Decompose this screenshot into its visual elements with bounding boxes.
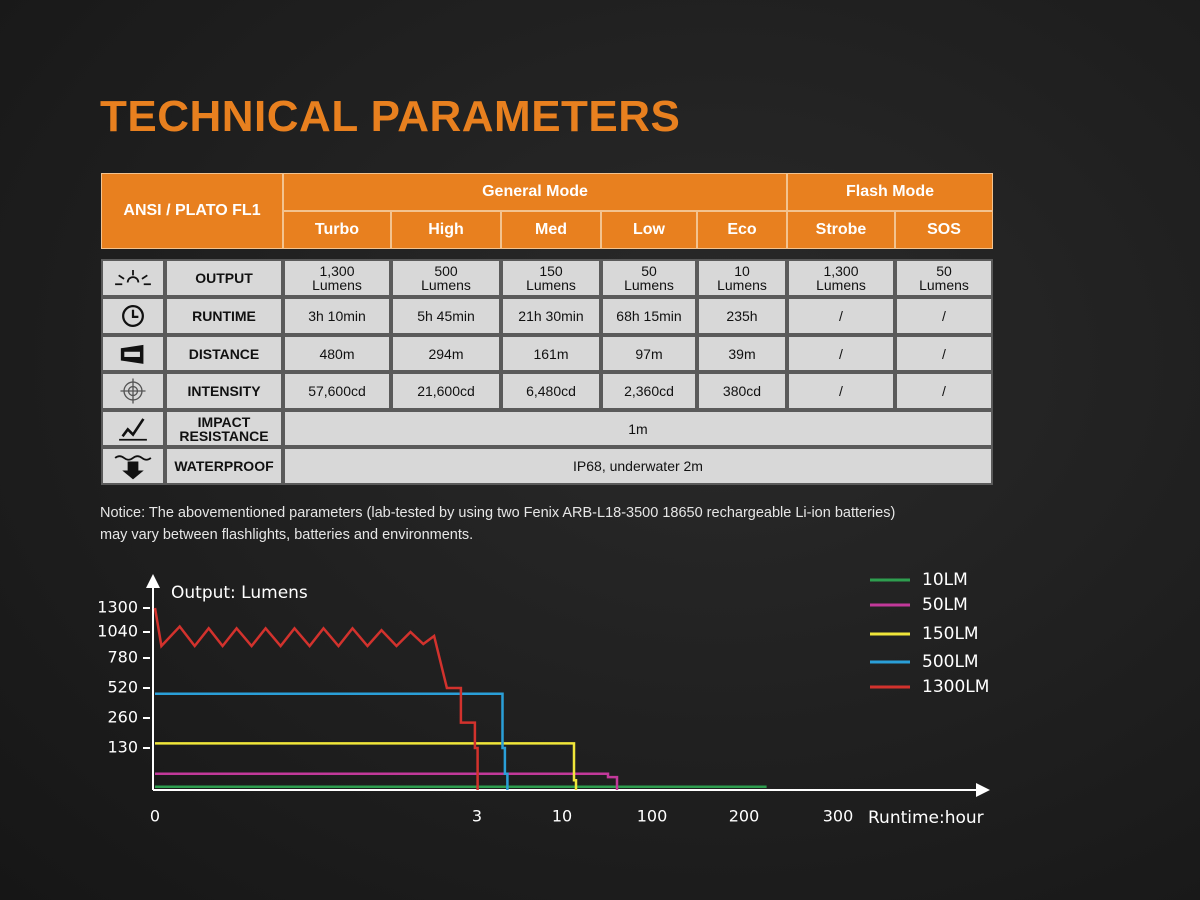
y-tick-label: 780 xyxy=(107,648,138,667)
x-tick-label: 0 xyxy=(150,807,160,826)
legend-label: 50LM xyxy=(922,595,968,615)
table-cell: 10 Lumens xyxy=(697,259,787,297)
table-cell: 21h 30min xyxy=(501,297,601,335)
mode-header: Med xyxy=(501,211,601,249)
row-icon xyxy=(101,259,165,297)
row-label: OUTPUT xyxy=(165,259,283,297)
x-tick-label: 300 xyxy=(823,807,854,826)
legend-label: 1300LM xyxy=(922,677,989,697)
table-cell: 235h xyxy=(697,297,787,335)
icon xyxy=(114,455,152,480)
table-cell: 380cd xyxy=(697,372,787,410)
y-tick-label: 520 xyxy=(107,678,138,697)
corner-header: ANSI / PLATO FL1 xyxy=(101,173,283,249)
table-cell: 5h 45min xyxy=(391,297,501,335)
table-cell: 1m xyxy=(283,410,993,447)
group-header: General Mode xyxy=(283,173,787,211)
series-line xyxy=(155,742,578,790)
table-cell: 500 Lumens xyxy=(391,259,501,297)
y-tick-label: 260 xyxy=(107,708,138,727)
table-cell: 1,300 Lumens xyxy=(283,259,391,297)
mode-header: Eco xyxy=(697,211,787,249)
x-tick-label: 100 xyxy=(637,807,668,826)
table-cell: 39m xyxy=(697,335,787,372)
table-cell: 150 Lumens xyxy=(501,259,601,297)
notice: Notice: The abovementioned parameters (l… xyxy=(100,505,896,543)
icon xyxy=(119,418,147,441)
table-cell: 97m xyxy=(601,335,697,372)
group-header: Flash Mode xyxy=(787,173,993,211)
table-cell: 21,600cd xyxy=(391,372,501,410)
row-icon xyxy=(101,410,165,447)
table-cell: / xyxy=(895,335,993,372)
table-cell: 50 Lumens xyxy=(895,259,993,297)
mode-header: Turbo xyxy=(283,211,391,249)
legend-label: 500LM xyxy=(922,652,979,672)
row-icon xyxy=(101,447,165,485)
legend-label: 150LM xyxy=(922,624,979,644)
row-label: IMPACT RESISTANCE xyxy=(165,410,283,447)
row-label: DISTANCE xyxy=(165,335,283,372)
y-axis-label: Output: Lumens xyxy=(171,583,308,603)
icon xyxy=(115,269,151,290)
table-cell: 1,300 Lumens xyxy=(787,259,895,297)
y-arrow xyxy=(146,574,160,588)
series-line xyxy=(153,607,479,790)
mode-header: Strobe xyxy=(787,211,895,249)
series-line xyxy=(155,772,619,790)
title: TECHNICAL PARAMETERS xyxy=(100,92,681,141)
icon xyxy=(120,378,146,404)
x-tick-label: 3 xyxy=(472,807,482,826)
table-cell: 294m xyxy=(391,335,501,372)
table-cell: / xyxy=(787,297,895,335)
y-tick-label: 1040 xyxy=(97,622,138,641)
x-axis-label: Runtime:hour xyxy=(868,808,984,828)
row-icon xyxy=(101,297,165,335)
mode-header: SOS xyxy=(895,211,993,249)
x-tick-label: 200 xyxy=(729,807,760,826)
table-cell: 57,600cd xyxy=(283,372,391,410)
row-label: RUNTIME xyxy=(165,297,283,335)
y-tick-label: 1300 xyxy=(97,598,138,617)
table-cell: 68h 15min xyxy=(601,297,697,335)
x-tick-label: 10 xyxy=(552,807,572,826)
row-label: WATERPROOF xyxy=(165,447,283,485)
row-icon xyxy=(101,372,165,410)
table-cell: / xyxy=(787,372,895,410)
table-cell: 3h 10min xyxy=(283,297,391,335)
series-line xyxy=(155,692,509,790)
y-tick-label: 130 xyxy=(107,738,138,757)
mode-header: Low xyxy=(601,211,697,249)
mode-header: High xyxy=(391,211,501,249)
row-label: INTENSITY xyxy=(165,372,283,410)
icon xyxy=(122,305,144,327)
table-cell: 480m xyxy=(283,335,391,372)
table-cell: 161m xyxy=(501,335,601,372)
row-icon xyxy=(101,335,165,372)
x-arrow xyxy=(976,783,990,797)
legend-label: 10LM xyxy=(922,570,968,590)
table-cell: 6,480cd xyxy=(501,372,601,410)
icon xyxy=(120,344,144,364)
table-cell: / xyxy=(895,297,993,335)
table-cell: IP68, underwater 2m xyxy=(283,447,993,485)
table-cell: 2,360cd xyxy=(601,372,697,410)
table-cell: / xyxy=(787,335,895,372)
table-cell: 50 Lumens xyxy=(601,259,697,297)
table-cell: / xyxy=(895,372,993,410)
